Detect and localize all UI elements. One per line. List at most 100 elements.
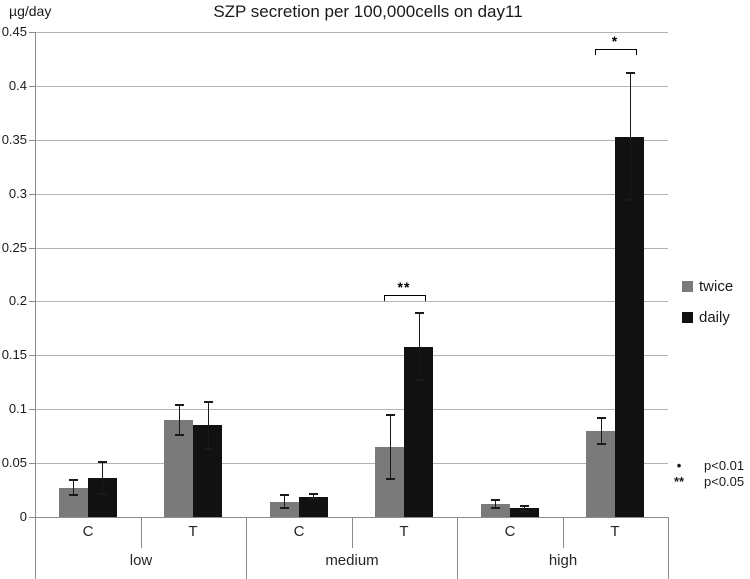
error-bar-cap-top [386, 414, 395, 416]
error-bar-cap-bottom [626, 199, 635, 201]
bar-daily [193, 425, 222, 517]
error-bar-cap-top [175, 404, 184, 406]
y-tick-label: 0.3 [8, 186, 27, 201]
bar-twice [481, 504, 510, 517]
error-bar-cap-bottom [69, 494, 78, 496]
x-category-label: C [504, 523, 516, 540]
error-bar-line [419, 313, 420, 380]
y-axis-line [35, 32, 36, 579]
x-category-label: T [399, 523, 409, 540]
y-tick-label: 0.1 [8, 401, 27, 416]
error-bar-cap-bottom [491, 507, 500, 509]
error-bar-cap-bottom [520, 510, 529, 512]
bar-daily [299, 497, 328, 517]
group-separator [246, 517, 247, 579]
y-tick-label: 0 [19, 509, 27, 524]
error-bar-cap-top [626, 72, 635, 74]
category-separator [352, 517, 353, 548]
y-tick-label: 0.25 [1, 240, 27, 255]
error-bar-line [284, 495, 285, 508]
y-gridline [35, 355, 668, 356]
y-axis-tick [29, 301, 35, 302]
y-axis-tick [29, 463, 35, 464]
significance-label: ** [397, 279, 411, 295]
error-bar-cap-bottom [280, 507, 289, 509]
bar-daily [510, 508, 539, 517]
error-bar-line [495, 500, 496, 509]
error-bar-cap-top [98, 461, 107, 463]
legend-swatch-daily [682, 312, 693, 323]
bar-twice [270, 502, 299, 517]
significance-note: • p<0.01 ** p<0.05 [666, 458, 744, 490]
bar-twice [375, 447, 404, 517]
y-axis-tick [29, 140, 35, 141]
error-bar-line [208, 402, 209, 449]
error-bar-line [179, 405, 180, 435]
x-category-label: T [188, 523, 198, 540]
y-axis-tick [29, 517, 35, 518]
significance-bracket [595, 49, 637, 55]
error-bar-cap-top [280, 494, 289, 496]
x-group-label: high [548, 552, 578, 569]
legend-item-twice: twice [682, 278, 733, 295]
error-bar-line [313, 494, 314, 498]
error-bar-cap-bottom [415, 379, 424, 381]
error-bar-cap-bottom [175, 434, 184, 436]
error-bar-cap-top [520, 505, 529, 507]
error-bar-line [102, 462, 103, 494]
plot-right-border [668, 517, 669, 579]
y-axis-unit-label: µg/day [9, 3, 52, 19]
error-bar-cap-top [204, 401, 213, 403]
error-bar-cap-bottom [386, 478, 395, 480]
y-gridline [35, 86, 668, 87]
y-axis-tick [29, 409, 35, 410]
y-axis-tick [29, 32, 35, 33]
legend-label: twice [699, 278, 734, 295]
y-gridline [35, 32, 668, 33]
note-marker: ** [673, 474, 685, 489]
error-bar-line [601, 418, 602, 444]
category-separator [563, 517, 564, 548]
error-bar-line [73, 480, 74, 495]
error-bar-cap-bottom [98, 493, 107, 495]
significance-bracket [384, 295, 426, 301]
note-text: p<0.05 [704, 474, 745, 489]
error-bar-cap-bottom [597, 443, 606, 445]
x-category-label: C [82, 523, 94, 540]
note-row: ** p<0.05 [666, 474, 744, 490]
y-tick-label: 0.45 [1, 24, 27, 39]
legend-swatch-twice [682, 281, 693, 292]
error-bar-line [390, 415, 391, 480]
x-category-label: C [293, 523, 305, 540]
legend-item-daily: daily [682, 309, 733, 326]
legend: twice daily [682, 278, 733, 340]
y-tick-label: 0.35 [1, 132, 27, 147]
error-bar-line [630, 73, 631, 200]
y-gridline [35, 248, 668, 249]
y-tick-label: 0.05 [1, 455, 27, 470]
y-axis-tick [29, 194, 35, 195]
y-gridline [35, 463, 668, 464]
error-bar-cap-bottom [309, 498, 318, 500]
y-tick-label: 0.4 [8, 78, 27, 93]
error-bar-line [524, 506, 525, 510]
error-bar-cap-top [415, 312, 424, 314]
category-separator [141, 517, 142, 548]
y-tick-label: 0.15 [1, 347, 27, 362]
y-axis-tick [29, 248, 35, 249]
bar-daily [404, 347, 433, 517]
bar-twice [586, 431, 615, 517]
chart-title: SZP secretion per 100,000cells on day11 [213, 2, 523, 21]
y-axis-tick [29, 355, 35, 356]
note-row: • p<0.01 [666, 458, 744, 474]
y-gridline [35, 409, 668, 410]
y-axis-tick [29, 86, 35, 87]
y-gridline [35, 194, 668, 195]
note-marker: • [676, 458, 682, 473]
significance-label: * [611, 33, 619, 49]
x-group-label: medium [325, 552, 379, 569]
y-tick-label: 0.2 [8, 293, 27, 308]
y-gridline [35, 301, 668, 302]
bar-twice [164, 420, 193, 517]
